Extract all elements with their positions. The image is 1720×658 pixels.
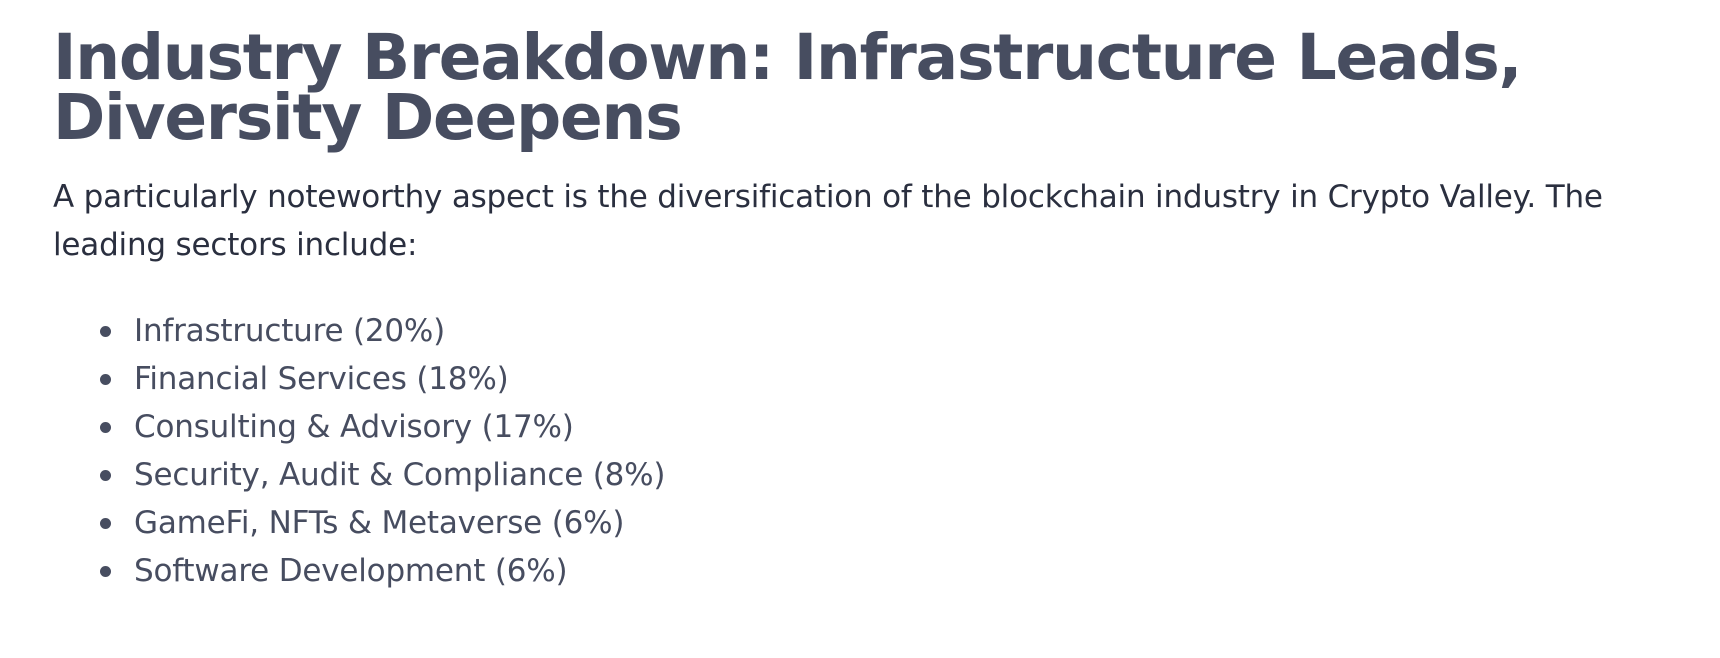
intro-paragraph: A particularly noteworthy aspect is the … bbox=[53, 179, 1603, 263]
bullet-icon bbox=[100, 518, 111, 529]
list-item: Software Development (6%) bbox=[53, 547, 1680, 595]
bullet-icon bbox=[100, 566, 111, 577]
sector-label: Software Development (6%) bbox=[134, 553, 568, 589]
bullet-icon bbox=[100, 374, 111, 385]
sector-label: GameFi, NFTs & Metaverse (6%) bbox=[134, 505, 625, 541]
list-item: Financial Services (18%) bbox=[53, 355, 1680, 403]
bullet-icon bbox=[100, 326, 111, 337]
list-item: GameFi, NFTs & Metaverse (6%) bbox=[53, 499, 1680, 547]
bullet-icon bbox=[100, 422, 111, 433]
sector-label: Infrastructure (20%) bbox=[134, 313, 446, 349]
bullet-icon bbox=[100, 470, 111, 481]
list-item: Infrastructure (20%) bbox=[53, 307, 1680, 355]
sector-list: Infrastructure (20%) Financial Services … bbox=[53, 307, 1680, 595]
sector-label: Financial Services (18%) bbox=[134, 361, 509, 397]
list-item: Security, Audit & Compliance (8%) bbox=[53, 451, 1680, 499]
sector-label: Security, Audit & Compliance (8%) bbox=[134, 457, 666, 493]
sector-label: Consulting & Advisory (17%) bbox=[134, 409, 574, 445]
list-item: Consulting & Advisory (17%) bbox=[53, 403, 1680, 451]
page-title: Industry Breakdown: Infrastructure Leads… bbox=[53, 21, 1522, 154]
